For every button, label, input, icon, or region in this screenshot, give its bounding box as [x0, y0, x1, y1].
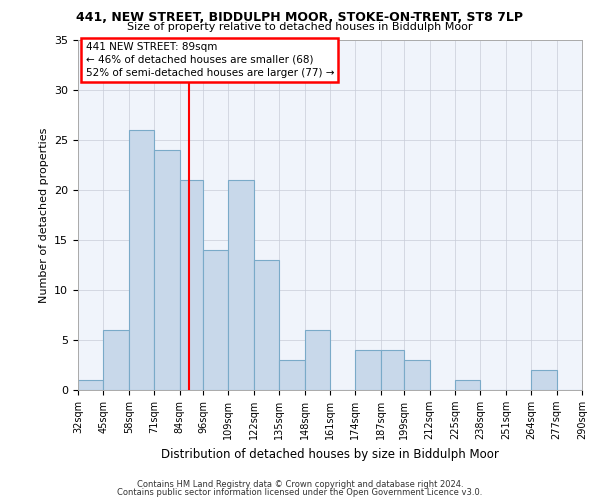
- Text: Contains HM Land Registry data © Crown copyright and database right 2024.: Contains HM Land Registry data © Crown c…: [137, 480, 463, 489]
- Bar: [103, 330, 129, 390]
- Y-axis label: Number of detached properties: Number of detached properties: [38, 128, 49, 302]
- Bar: [229, 180, 254, 390]
- Bar: [129, 130, 154, 390]
- Bar: [179, 180, 203, 390]
- Bar: [154, 150, 179, 390]
- Bar: [305, 330, 330, 390]
- X-axis label: Distribution of detached houses by size in Biddulph Moor: Distribution of detached houses by size …: [161, 448, 499, 460]
- Bar: [254, 260, 279, 390]
- Text: Size of property relative to detached houses in Biddulph Moor: Size of property relative to detached ho…: [127, 22, 473, 32]
- Bar: [455, 380, 481, 390]
- Text: 441 NEW STREET: 89sqm
← 46% of detached houses are smaller (68)
52% of semi-deta: 441 NEW STREET: 89sqm ← 46% of detached …: [86, 42, 334, 78]
- Bar: [279, 360, 305, 390]
- Bar: [531, 370, 557, 390]
- Bar: [203, 250, 229, 390]
- Text: Contains public sector information licensed under the Open Government Licence v3: Contains public sector information licen…: [118, 488, 482, 497]
- Text: 441, NEW STREET, BIDDULPH MOOR, STOKE-ON-TRENT, ST8 7LP: 441, NEW STREET, BIDDULPH MOOR, STOKE-ON…: [77, 11, 523, 24]
- Bar: [404, 360, 430, 390]
- Bar: [78, 380, 103, 390]
- Bar: [381, 350, 404, 390]
- Bar: [355, 350, 381, 390]
